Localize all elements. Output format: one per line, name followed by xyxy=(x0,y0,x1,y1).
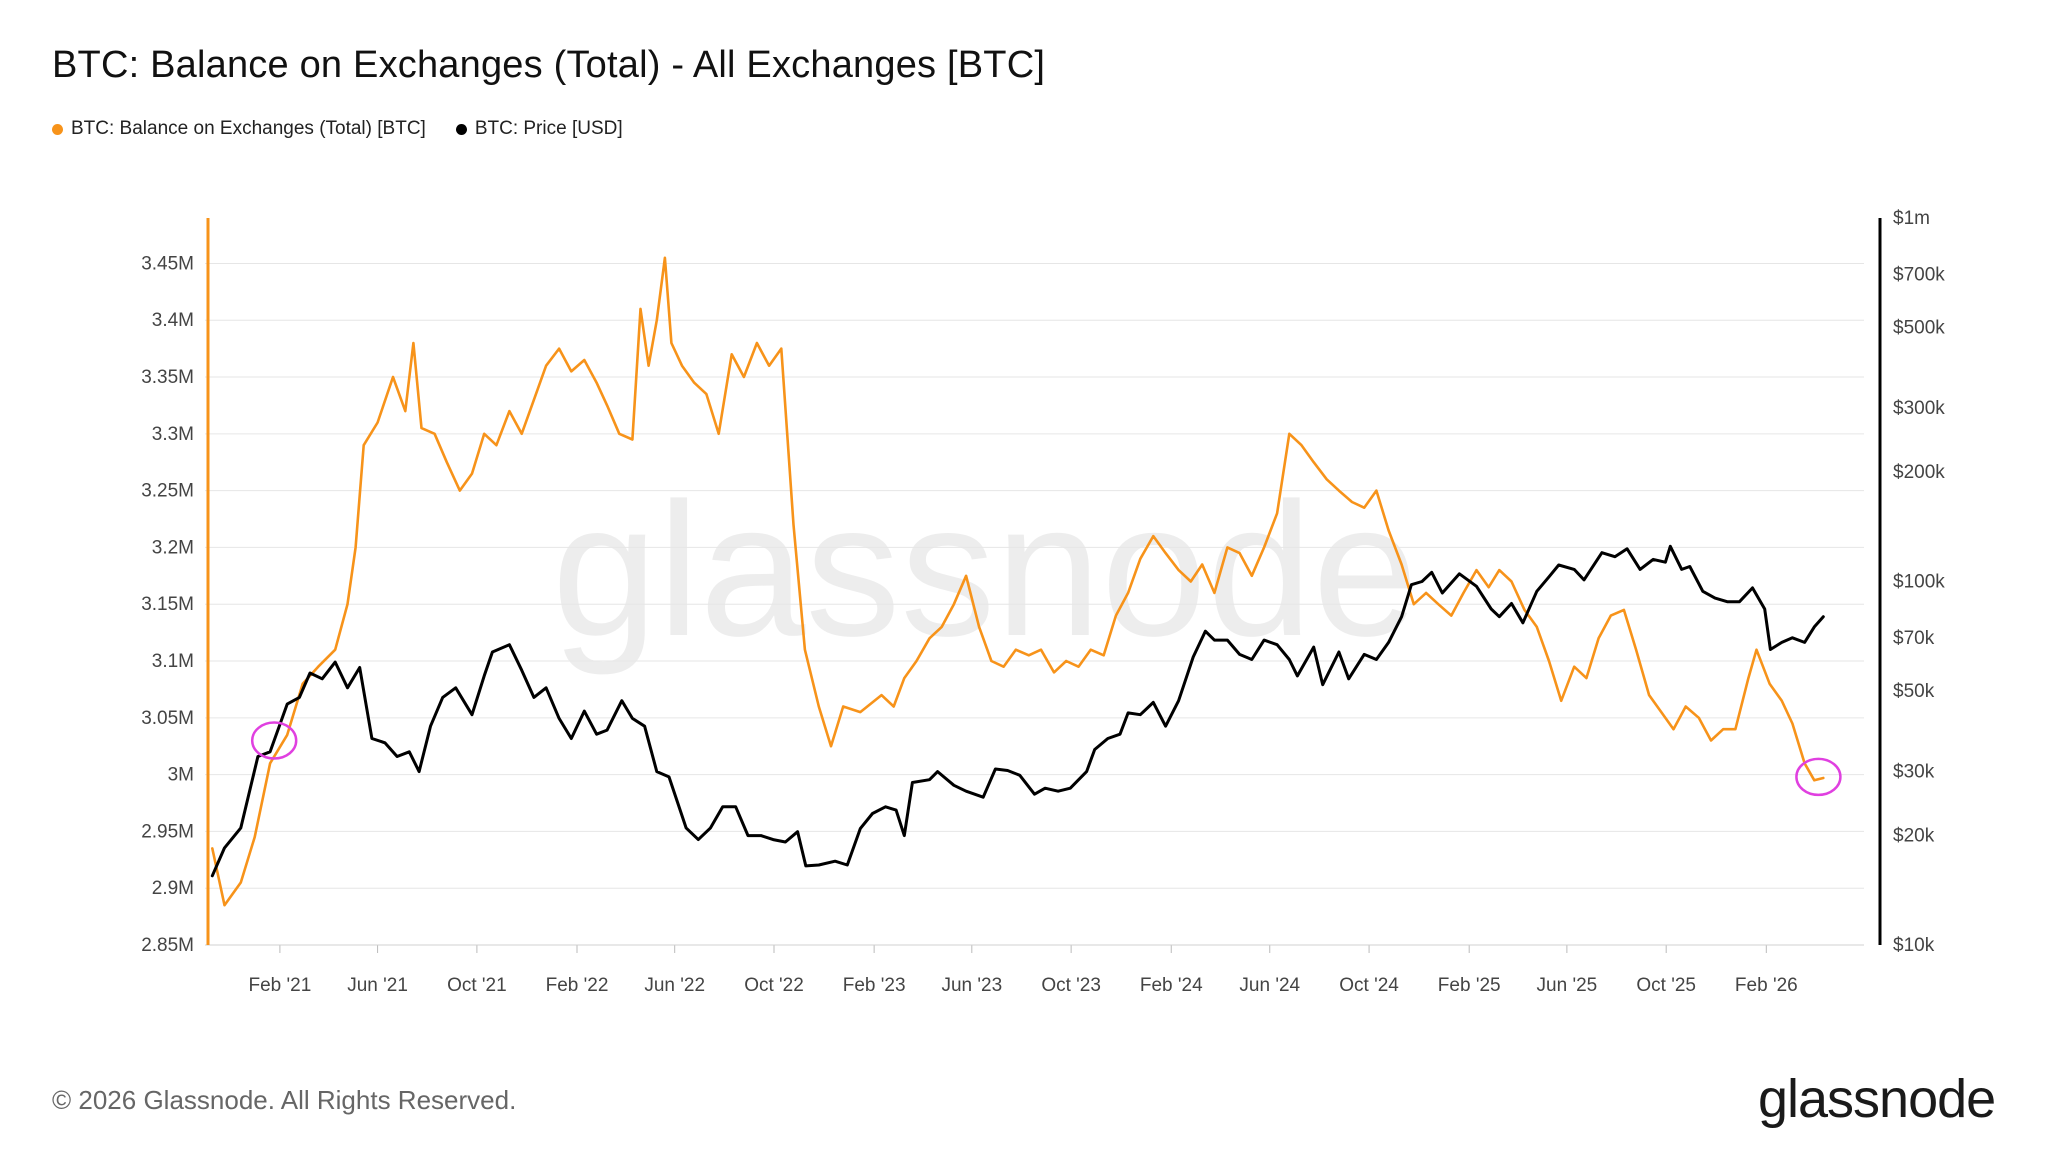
x-tick-label: Oct '25 xyxy=(1636,975,1696,996)
grid-lines xyxy=(205,262,1864,946)
left-tick-label: 3.05M xyxy=(141,708,194,729)
x-tick-label: Jun '24 xyxy=(1239,975,1300,996)
left-tick-label: 3.1M xyxy=(152,651,194,672)
x-tick-label: Jun '22 xyxy=(644,975,705,996)
x-tick-label: Feb '22 xyxy=(546,975,609,996)
right-tick-label: $70k xyxy=(1893,628,1935,649)
highlight-circle xyxy=(1795,757,1842,797)
left-tick-label: 3.2M xyxy=(152,537,194,558)
chart-title: BTC: Balance on Exchanges (Total) - All … xyxy=(52,44,1046,86)
glassnode-logo[interactable]: glassnode xyxy=(1758,1069,1996,1129)
legend-dot-balance xyxy=(52,123,63,135)
legend-item-balance[interactable]: BTC: Balance on Exchanges (Total) [BTC] xyxy=(52,118,426,140)
x-tick-label: Oct '22 xyxy=(744,975,804,996)
right-tick-label: $50k xyxy=(1893,681,1935,702)
x-tick-label: Feb '24 xyxy=(1140,975,1203,996)
right-tick-label: $500k xyxy=(1893,317,1945,338)
axes: 3.45M 3.4M 3.35M 3.3M 3.25M 3.2M 3.15M 3.1M 3.05… xyxy=(141,208,1945,996)
x-tick-label: Feb '21 xyxy=(249,975,312,996)
legend-item-price[interactable]: BTC: Price [USD] xyxy=(455,118,623,140)
right-tick-label: $200k xyxy=(1893,462,1945,483)
annotations xyxy=(250,721,1842,797)
left-tick-label: 3.15M xyxy=(141,594,194,615)
left-tick-label: 3M xyxy=(168,765,194,786)
legend-label-balance: BTC: Balance on Exchanges (Total) [BTC] xyxy=(71,118,426,139)
legend: BTC: Balance on Exchanges (Total) [BTC] … xyxy=(52,118,623,140)
x-tick-label: Oct '23 xyxy=(1041,975,1101,996)
right-tick-label: $1m xyxy=(1893,208,1930,229)
left-tick-label: 3.4M xyxy=(152,310,194,331)
left-tick-label: 3.35M xyxy=(141,367,194,388)
x-tick-label: Feb '23 xyxy=(843,975,906,996)
left-tick-label: 3.45M xyxy=(141,253,194,274)
right-tick-label: $700k xyxy=(1893,264,1945,285)
legend-dot-price xyxy=(455,123,467,135)
series-layer xyxy=(210,256,1825,907)
highlight-circle xyxy=(250,721,298,760)
x-tick-label: Oct '21 xyxy=(447,975,507,996)
x-tick-label: Feb '25 xyxy=(1438,975,1501,996)
price-series-line xyxy=(210,544,1825,878)
legend-label-price: BTC: Price [USD] xyxy=(474,118,623,139)
left-tick-label: 3.25M xyxy=(141,481,194,502)
x-tick-label: Jun '25 xyxy=(1537,975,1598,996)
left-tick-label: 2.95M xyxy=(141,821,194,842)
right-tick-label: $100k xyxy=(1893,572,1945,593)
copyright-footer: © 2026 Glassnode. All Rights Reserved. xyxy=(52,1085,517,1115)
x-tick-label: Oct '24 xyxy=(1339,975,1399,996)
x-tick-label: Jun '23 xyxy=(941,975,1002,996)
right-tick-label: $20k xyxy=(1893,826,1935,847)
left-tick-label: 2.85M xyxy=(141,935,194,956)
left-tick-label: 3.3M xyxy=(152,424,194,445)
x-tick-label: Feb '26 xyxy=(1735,975,1798,996)
right-tick-label: $30k xyxy=(1893,762,1935,783)
x-tick-label: Jun '21 xyxy=(347,975,408,996)
right-tick-label: $300k xyxy=(1893,398,1945,419)
right-tick-label: $10k xyxy=(1893,935,1935,956)
balance-series-line xyxy=(211,256,1825,907)
left-tick-label: 2.9M xyxy=(152,878,194,899)
